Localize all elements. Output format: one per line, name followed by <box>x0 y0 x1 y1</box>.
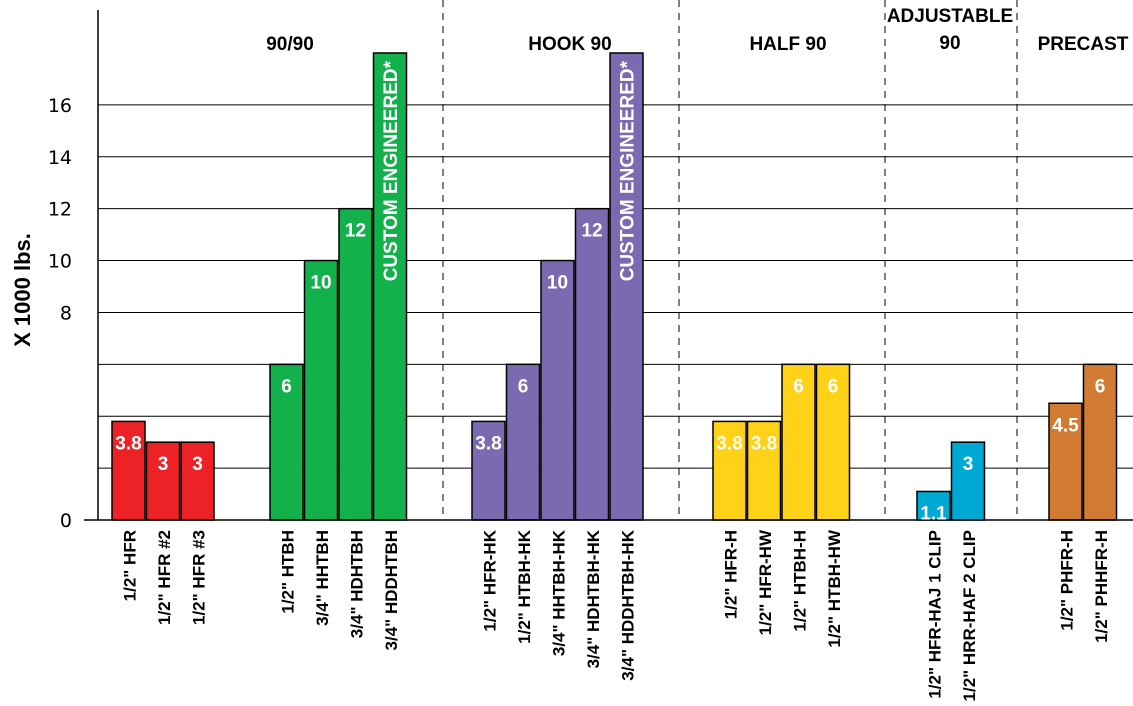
bar-note-label: CUSTOM ENGINEERED* <box>618 60 639 281</box>
bar-value-label: 3.8 <box>716 433 742 454</box>
bar-value-label: 6 <box>518 376 529 397</box>
bar-value-label: 3 <box>192 454 203 475</box>
category-label: 3/4" HDDHTBH <box>382 530 401 650</box>
category-label: 1/2" HFR #2 <box>155 530 174 625</box>
group-title: 90 <box>939 33 960 54</box>
y-tick-label: 0 <box>60 510 72 532</box>
bar-value-label: 10 <box>547 273 568 294</box>
bar-value-label: 6 <box>1095 376 1106 397</box>
bar-value-label: 6 <box>281 376 292 397</box>
y-axis-title: X 1000 lbs. <box>10 233 35 347</box>
bars <box>111 52 1118 521</box>
category-label: 1/2" HRR-HAF 2 CLIP <box>960 530 979 701</box>
category-label: 1/2" HFR-HAJ 1 CLIP <box>926 530 945 699</box>
bar-value-label: 3 <box>158 454 169 475</box>
bar <box>712 420 747 521</box>
bar <box>338 207 373 521</box>
bar-value-label: 12 <box>581 221 602 242</box>
bar <box>1082 363 1118 521</box>
bar <box>269 363 304 521</box>
y-tick-label: 8 <box>60 302 72 324</box>
bar-value-label: 4.5 <box>1052 415 1079 436</box>
bar <box>1048 402 1083 521</box>
category-label: 1/2" HTBH-HW <box>825 529 844 648</box>
bar <box>180 441 215 521</box>
category-label: 1/2" HTBH-H <box>791 530 810 632</box>
bar <box>303 259 339 521</box>
y-tick-label: 14 <box>48 147 72 169</box>
bar-value-label: 3.8 <box>115 433 141 454</box>
bar-note-label: CUSTOM ENGINEERED* <box>381 60 402 281</box>
bar-value-label: 6 <box>793 376 804 397</box>
y-tick-label: 16 <box>48 95 72 117</box>
bar-value-label: 6 <box>828 376 839 397</box>
bar-value-label: 1.1 <box>920 503 947 524</box>
bar-value-label: 3 <box>963 454 974 475</box>
group-title: ADJUSTABLE <box>887 6 1013 27</box>
category-label: 3/4" HHTBH-HK <box>550 529 569 656</box>
bar <box>372 52 408 521</box>
category-label: 1/2" HTBH <box>279 530 298 614</box>
bar <box>815 363 851 521</box>
group-title: 90/90 <box>266 34 314 55</box>
axes <box>84 10 1133 521</box>
group-title: HALF 90 <box>749 34 826 55</box>
category-label: 1/2" HFR #3 <box>190 530 209 625</box>
category-label: 1/2" HTBH-HK <box>515 529 534 644</box>
group-title: PRECAST <box>1038 34 1129 55</box>
category-label: 3/4" HHTBH <box>313 530 332 626</box>
bar <box>145 441 181 521</box>
bar <box>746 420 782 521</box>
bar <box>111 420 146 521</box>
y-tick-label: 12 <box>48 199 72 221</box>
bar-value-label: 3.8 <box>475 433 501 454</box>
category-label: 1/2" HFR-H <box>722 530 741 619</box>
bar-value-label: 12 <box>345 221 366 242</box>
bar <box>540 259 575 521</box>
category-label: 1/2" PHHFR-H <box>1092 530 1111 643</box>
category-label: 1/2" HFR <box>121 530 140 601</box>
bar-value-label: 3.8 <box>751 433 777 454</box>
category-label: 1/2" PHFR-H <box>1058 530 1077 631</box>
category-label: 3/4" HDHTBH <box>348 530 367 638</box>
group-title: HOOK 90 <box>528 34 611 55</box>
category-label: 1/2" HFR-HW <box>756 529 775 635</box>
bar <box>781 363 816 521</box>
category-label: 3/4" HDHTBH-HK <box>584 529 603 668</box>
bar-value-label: 10 <box>310 273 331 294</box>
y-tick-label: 10 <box>48 251 72 273</box>
category-label: 3/4" HDDHTBH-HK <box>619 529 638 680</box>
group-dividers <box>442 0 1018 520</box>
labels: 0 8 10 12 14 16 X 1000 lbs. 3.8 1/2" HFR 3 1/2" HF… <box>10 6 1129 701</box>
bar <box>916 490 951 521</box>
bar <box>574 207 610 521</box>
category-label: 1/2" HFR-HK <box>481 529 500 631</box>
